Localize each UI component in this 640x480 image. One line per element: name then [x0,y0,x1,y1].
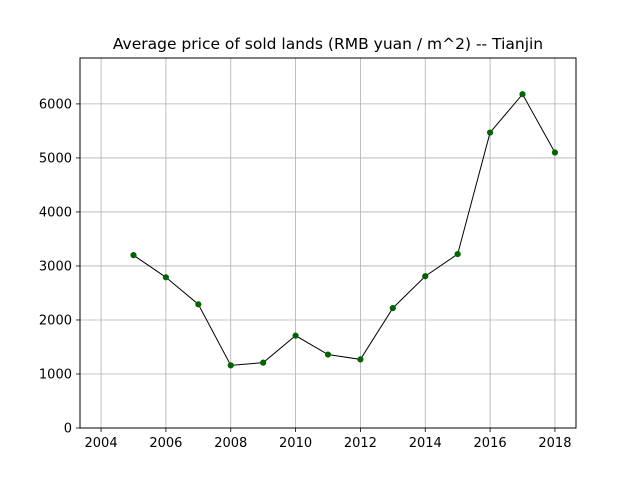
plot-frame [79,57,577,429]
axes: 2004 2006 2008 2010 2012 2014 2016 2018 0 1000 200… [39,57,577,451]
x-tick-label: 2010 [279,436,312,451]
chart-title: Average price of sold lands (RMB yuan / … [113,35,543,53]
data-point [551,149,559,156]
data-point [519,91,526,98]
y-tick-label: 4000 [39,205,72,220]
x-tick-label: 2006 [149,436,182,451]
data-point [195,301,202,308]
y-tick-label: 2000 [39,313,72,328]
data-point [357,356,364,363]
data-point [389,304,396,312]
data-point [130,252,137,259]
data-point [260,359,267,366]
x-tick-label: 2008 [214,436,247,451]
y-tick-label: 5000 [39,151,72,166]
x-tick-label: 2014 [409,436,442,451]
data-point [162,274,170,281]
y-tick-label: 1000 [39,367,72,382]
y-tick-label: 0 [64,422,72,437]
x-tick-label: 2004 [85,436,118,451]
data-point [422,273,429,280]
data-point [227,362,234,369]
data-point [292,332,299,339]
series-line [133,93,556,366]
y-tick-label: 6000 [39,97,72,112]
data-point [454,250,461,258]
grid [80,58,576,429]
data-point [324,351,332,358]
data-point [486,129,494,136]
y-tick-label: 3000 [39,259,72,274]
x-tick-label: 2016 [474,436,507,451]
x-tick-label: 2012 [344,436,377,451]
series-layer [130,91,559,369]
x-tick-label: 2018 [538,436,571,451]
